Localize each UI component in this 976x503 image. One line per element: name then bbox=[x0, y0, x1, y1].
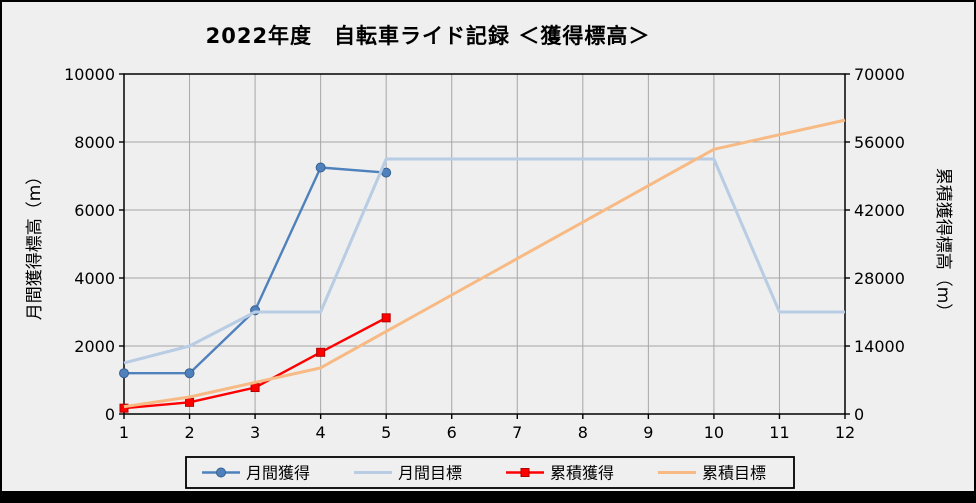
series-marker-monthly-actual bbox=[119, 368, 129, 379]
bottom-bar bbox=[2, 491, 974, 501]
right-axis-tick-label: 56000 bbox=[854, 133, 905, 152]
right-axis-tick-label: 42000 bbox=[854, 201, 905, 220]
x-axis-tick-label: 2 bbox=[184, 423, 194, 442]
series-marker-cumulative-actual bbox=[185, 397, 195, 407]
x-axis-tick-label: 7 bbox=[512, 423, 522, 442]
x-axis-tick-label: 4 bbox=[316, 423, 326, 442]
right-axis-tick-label: 0 bbox=[854, 405, 864, 424]
series-line-cumulative-target bbox=[123, 118, 846, 409]
x-axis-tick-label: 12 bbox=[835, 423, 855, 442]
left-axis-tick-label: 10000 bbox=[64, 65, 115, 84]
legend-marker-cumulative-actual bbox=[520, 468, 530, 477]
x-axis-tick-label: 6 bbox=[447, 423, 457, 442]
series-line-monthly-target bbox=[123, 157, 845, 365]
left-axis-tick-label: 2000 bbox=[74, 337, 115, 356]
chart-title: 2022年度 自転車ライド記録 ＜獲得標高＞ bbox=[205, 24, 651, 48]
left-axis-tick-label: 6000 bbox=[74, 201, 115, 220]
series-marker-cumulative-actual bbox=[119, 403, 129, 413]
right-axis-title: 累積獲得標高（m） bbox=[933, 168, 953, 321]
x-axis-tick-label: 8 bbox=[578, 423, 588, 442]
legend-label-cumulative-target: 累積目標 bbox=[702, 464, 766, 483]
x-axis-tick-label: 10 bbox=[704, 423, 724, 442]
right-axis-tick-label: 28000 bbox=[854, 269, 905, 288]
series-marker-cumulative-actual bbox=[250, 383, 260, 393]
right-axis-tick-label: 14000 bbox=[854, 337, 905, 356]
left-axis-tick-label: 8000 bbox=[74, 133, 115, 152]
legend-label-monthly-actual: 月間獲得 bbox=[246, 464, 310, 483]
series-marker-cumulative-actual bbox=[381, 313, 391, 323]
plot-border bbox=[123, 73, 846, 415]
series-marker-cumulative-actual bbox=[316, 347, 326, 357]
legend-marker-monthly-actual bbox=[216, 467, 226, 478]
legend-box bbox=[185, 456, 795, 489]
series-marker-monthly-actual bbox=[184, 368, 195, 379]
right-axis-tick-label: 70000 bbox=[854, 65, 905, 84]
x-axis-tick-label: 5 bbox=[381, 423, 391, 442]
x-axis-tick-label: 1 bbox=[119, 423, 129, 442]
legend-label-monthly-target: 月間目標 bbox=[398, 464, 462, 483]
x-axis-tick-label: 11 bbox=[769, 423, 789, 442]
left-axis-title: 月間獲得標高（m） bbox=[25, 168, 45, 321]
left-axis-tick-label: 4000 bbox=[74, 269, 115, 288]
x-axis-tick-label: 9 bbox=[643, 423, 653, 442]
series-marker-monthly-actual bbox=[315, 162, 326, 173]
legend-label-cumulative-actual: 累積獲得 bbox=[550, 464, 614, 483]
x-axis-tick-label: 3 bbox=[250, 423, 260, 442]
left-axis-tick-label: 0 bbox=[105, 405, 115, 424]
